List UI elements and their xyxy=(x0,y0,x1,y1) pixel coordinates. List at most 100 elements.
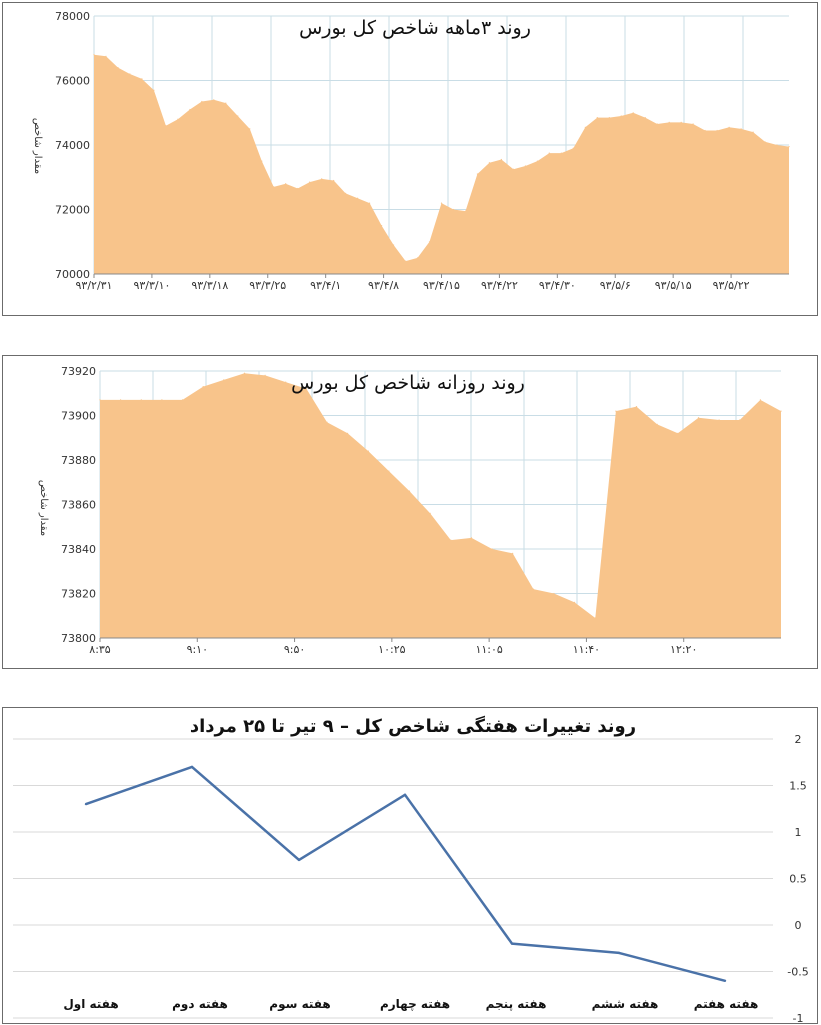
y-tick-label: 73840 xyxy=(61,543,96,556)
data-point xyxy=(305,388,307,390)
chart-title: روند ۳ماهه شاخص کل بورس xyxy=(299,17,531,39)
data-point xyxy=(788,146,790,148)
data-point xyxy=(309,181,311,183)
data-point xyxy=(408,490,411,492)
data-point xyxy=(140,399,142,401)
data-point xyxy=(620,115,622,117)
data-point xyxy=(297,187,299,190)
data-point xyxy=(405,260,407,262)
data-point xyxy=(632,112,634,114)
chart-title: روند روزانه شاخص کل بورس xyxy=(291,372,525,394)
x-tick-label: ۹۳/۴/۱ xyxy=(310,279,341,292)
data-point xyxy=(189,108,191,111)
data-point xyxy=(692,123,694,125)
data-point xyxy=(297,858,301,862)
data-point xyxy=(500,158,502,161)
data-point xyxy=(548,152,550,154)
y-axis-label: مقدار شاخص xyxy=(38,480,49,536)
data-point xyxy=(718,419,720,421)
x-category-label: هفته چهارم xyxy=(380,997,450,1012)
x-tick-label: ۹:۵۰ xyxy=(284,643,305,656)
data-point xyxy=(759,399,762,401)
x-category-label: هفته دوم xyxy=(172,997,228,1012)
data-point xyxy=(740,128,742,130)
data-point xyxy=(635,406,638,408)
chart-panel-3-month: 70000 72000 74000 76000 78000 ۹۳/۲/۳۱ ۹۳/۳/۱۰ ۹… xyxy=(2,2,818,316)
y-tick-label: 70000 xyxy=(55,268,90,281)
data-point xyxy=(321,178,323,180)
chart-3-month-index: 70000 72000 74000 76000 78000 ۹۳/۲/۳۱ ۹۳/۳/۱۰ ۹… xyxy=(32,10,790,292)
data-point xyxy=(644,117,646,119)
data-point xyxy=(716,129,718,132)
data-point xyxy=(704,129,706,132)
data-point xyxy=(452,208,455,211)
data-point xyxy=(656,423,658,425)
data-point xyxy=(553,592,555,595)
data-point xyxy=(470,537,473,539)
data-point xyxy=(99,399,101,401)
series-area xyxy=(100,373,781,638)
x-tick-label: ۸:۳۵ xyxy=(89,643,111,656)
data-point xyxy=(388,470,390,472)
data-point xyxy=(393,244,395,246)
data-point xyxy=(728,126,730,128)
data-point xyxy=(117,67,119,69)
data-point xyxy=(697,417,700,419)
data-point xyxy=(532,588,535,590)
data-point xyxy=(369,202,371,204)
chart-panel-daily: 73800 73820 73840 73860 73880 73900 73920 ۸:۳۵ ۹… xyxy=(2,355,818,669)
y-tick-label: -1 xyxy=(793,1012,804,1025)
x-category-label: هفته اول xyxy=(63,997,118,1012)
y-tick-label: 0.5 xyxy=(789,873,807,886)
data-point xyxy=(84,802,88,806)
x-tick-label: ۱۰:۲۵ xyxy=(378,643,405,656)
data-point xyxy=(560,152,562,154)
x-tick-label: ۹۳/۴/۸ xyxy=(368,279,399,292)
y-tick-label: 0 xyxy=(795,919,802,932)
data-point xyxy=(440,202,443,204)
data-point xyxy=(225,102,227,104)
chart-title: روند تغییرات هفتگی شاخص کل – ۹ تیر تا ۲۵… xyxy=(190,715,636,737)
x-tick-label: ۱۱:۰۵ xyxy=(475,643,502,656)
data-point xyxy=(596,117,598,119)
x-tick-label: ۱۱:۴۰ xyxy=(573,643,600,656)
x-category-label: هفته سوم xyxy=(269,997,330,1012)
data-point xyxy=(165,125,167,127)
data-point xyxy=(345,192,347,194)
x-tick-label: ۹۳/۲/۳۱ xyxy=(76,279,113,292)
data-point xyxy=(594,617,596,619)
data-point xyxy=(264,374,266,376)
chart-panel-weekly-change: -1 -0.5 0 0.5 1 1.5 2 هفته اول هفته دوم هفته سوم ه… xyxy=(2,707,818,1025)
data-point xyxy=(177,118,179,120)
x-category-label: هفته هفتم xyxy=(694,997,759,1011)
data-point xyxy=(677,432,679,434)
data-point xyxy=(752,131,754,133)
data-point xyxy=(249,128,251,130)
data-point xyxy=(326,421,328,423)
data-point xyxy=(285,381,287,383)
y-tick-label: 73820 xyxy=(61,588,96,601)
x-tick-label: ۹۳/۳/۱۸ xyxy=(191,279,228,292)
data-point xyxy=(285,183,287,185)
x-tick-label: ۹۳/۵/۱۵ xyxy=(655,279,692,292)
data-point xyxy=(213,99,215,101)
x-tick-label: ۹۳/۴/۳۰ xyxy=(539,279,576,292)
x-tick-label: ۱۲:۲۰ xyxy=(670,643,697,656)
data-point xyxy=(476,173,478,175)
data-point xyxy=(656,123,658,125)
data-point xyxy=(141,78,143,80)
y-tick-label: 73920 xyxy=(61,365,96,378)
y-tick-label: 76000 xyxy=(55,75,90,88)
data-point xyxy=(536,160,539,162)
x-tick-label: ۹۳/۵/۲۲ xyxy=(713,279,750,292)
y-tick-label: 1.5 xyxy=(789,780,807,793)
data-point xyxy=(524,165,527,167)
x-tick-label: ۹:۱۰ xyxy=(187,643,208,656)
y-tick-label: 73900 xyxy=(61,410,96,423)
data-point xyxy=(105,55,107,57)
series-line xyxy=(85,765,726,983)
data-point xyxy=(574,601,576,603)
data-point xyxy=(181,399,184,401)
data-point xyxy=(347,432,349,434)
data-point xyxy=(764,141,766,143)
